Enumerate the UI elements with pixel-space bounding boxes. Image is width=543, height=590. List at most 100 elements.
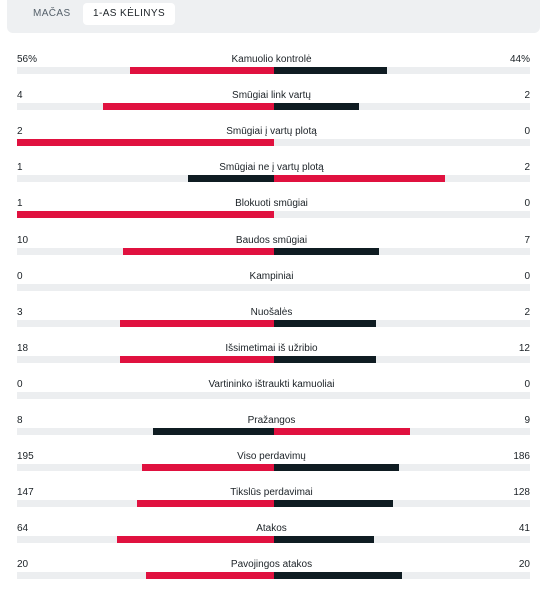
away-bar-track — [274, 103, 530, 111]
home-bar-track — [17, 103, 274, 111]
stat-row: 20 Pavojingos atakos 20 — [0, 551, 543, 587]
away-value: 9 — [524, 415, 530, 426]
home-bar-fill — [130, 67, 274, 74]
stat-row: 0 Vartininko ištraukti kamuoliai 0 — [0, 371, 543, 407]
away-value: 0 — [524, 378, 530, 390]
stat-row: 64 Atakos 41 — [0, 515, 543, 551]
away-value: 12 — [518, 342, 530, 354]
home-bar-fill — [17, 139, 274, 147]
stat-label: Nuošalės — [250, 306, 293, 318]
home-bar-fill — [136, 500, 274, 508]
home-value: 3 — [17, 306, 23, 318]
stat-row: 195 Viso perdavimų 186 — [0, 443, 543, 479]
home-bar-fill — [142, 464, 274, 472]
tab-match[interactable]: Mačas — [33, 8, 71, 19]
away-bar-track — [274, 536, 530, 544]
away-bar-track — [274, 391, 530, 399]
home-bar-fill — [17, 211, 274, 219]
stat-label: Pražangos — [247, 415, 296, 426]
home-bar-track — [17, 247, 274, 255]
stat-row: 147 Tikslūs perdavimai 128 — [0, 479, 543, 515]
away-bar-track — [274, 283, 530, 291]
stat-row: 18 Išsimetimai iš užribio 12 — [0, 335, 543, 371]
home-value: 147 — [17, 487, 34, 499]
stat-row: 10 Baudos smūgiai 7 — [0, 227, 543, 263]
home-bar-fill — [117, 536, 274, 544]
away-bar-fill — [274, 67, 387, 74]
home-value: 0 — [17, 270, 23, 282]
away-bar-fill — [274, 500, 394, 508]
home-value: 1 — [17, 198, 23, 210]
stat-row: 8 Pražangos 9 — [0, 407, 543, 443]
home-value: 8 — [17, 415, 23, 426]
home-value: 2 — [17, 126, 23, 138]
away-bar-fill — [274, 103, 360, 111]
away-value: 2 — [524, 90, 530, 102]
away-value: 2 — [524, 162, 530, 174]
home-value: 195 — [17, 451, 34, 463]
away-value: 41 — [518, 523, 530, 535]
away-bar-track — [274, 67, 530, 74]
away-value: 20 — [518, 559, 530, 571]
home-value: 10 — [17, 234, 29, 246]
away-value: 2 — [524, 306, 530, 318]
away-value: 44% — [509, 54, 530, 65]
tab-first-half[interactable]: 1-as kėlinys — [83, 3, 176, 25]
stat-row: 56% Kamuolio kontrolė 44% — [0, 46, 543, 82]
away-bar-track — [274, 319, 530, 327]
away-bar-fill — [274, 572, 402, 580]
away-bar-track — [274, 355, 530, 363]
home-bar-fill — [102, 103, 274, 111]
home-value: 1 — [17, 162, 23, 174]
home-bar-track — [17, 464, 274, 472]
stat-label: Kampiniai — [249, 270, 294, 282]
home-bar-fill — [153, 428, 274, 435]
home-bar-fill — [188, 175, 274, 183]
home-value: 20 — [17, 559, 29, 571]
away-value: 128 — [513, 487, 530, 499]
stat-row: 0 Kampiniai 0 — [0, 263, 543, 299]
home-value: 0 — [17, 378, 23, 390]
home-bar-track — [17, 500, 274, 508]
stat-row: 4 Smūgiai link vartų 2 — [0, 82, 543, 118]
away-bar-fill — [274, 175, 445, 183]
away-bar-fill — [274, 247, 380, 255]
home-bar-track — [17, 536, 274, 544]
stat-label: Vartininko ištraukti kamuoliai — [208, 378, 335, 390]
away-bar-fill — [274, 355, 377, 363]
stat-row: 1 Blokuoti smūgiai 0 — [0, 190, 543, 226]
away-bar-fill — [274, 464, 399, 472]
home-bar-track — [17, 283, 274, 291]
away-value: 7 — [524, 234, 530, 246]
period-tabs: Mačas 1-as kėlinys — [7, 0, 540, 33]
away-bar-track — [274, 572, 530, 580]
away-bar-track — [274, 464, 530, 472]
stat-label: Smūgiai ne į vartų plotą — [219, 162, 324, 174]
away-bar-track — [274, 175, 530, 183]
home-bar-fill — [119, 319, 274, 327]
home-bar-fill — [119, 355, 274, 363]
away-bar-track — [274, 500, 530, 508]
home-value: 4 — [17, 90, 23, 102]
home-bar-track — [17, 391, 274, 399]
away-bar-track — [274, 247, 530, 255]
home-bar-fill — [122, 247, 274, 255]
away-bar-track — [274, 428, 530, 435]
stat-label: Viso perdavimų — [237, 451, 306, 463]
away-value: 186 — [513, 451, 530, 463]
stat-label: Tikslūs perdavimai — [230, 487, 313, 499]
home-bar-track — [17, 572, 274, 580]
stat-label: Smūgiai link vartų — [232, 90, 311, 102]
home-value: 56% — [17, 54, 38, 65]
home-bar-track — [17, 428, 274, 435]
stat-row: 2 Smūgiai į vartų plotą 0 — [0, 118, 543, 154]
stat-label: Pavojingos atakos — [230, 559, 313, 571]
away-bar-track — [274, 211, 530, 219]
home-value: 64 — [17, 523, 29, 535]
stat-label: Baudos smūgiai — [235, 234, 308, 246]
home-value: 18 — [17, 342, 29, 354]
stat-label: Smūgiai į vartų plotą — [226, 126, 317, 138]
away-bar-fill — [274, 428, 410, 435]
away-bar-track — [274, 139, 530, 147]
away-value: 0 — [524, 198, 530, 210]
